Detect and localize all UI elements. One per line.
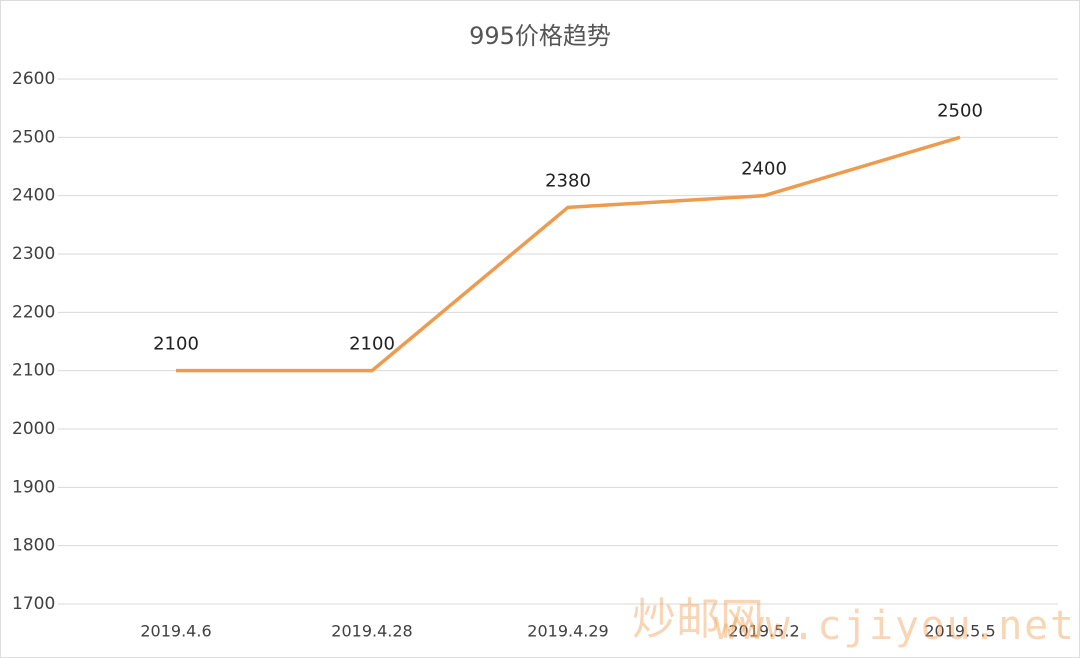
- y-tick-label: 2500: [12, 127, 55, 147]
- x-tick-label: 2019.5.2: [728, 622, 799, 641]
- data-label: 2100: [153, 334, 199, 355]
- y-tick-label: 2000: [12, 419, 55, 439]
- watermark-url: www.cjiyou.net: [714, 603, 1074, 649]
- chart-title: 995价格趋势: [469, 22, 611, 50]
- data-line: [176, 135, 961, 373]
- y-tick-label: 2300: [12, 244, 55, 264]
- x-tick-label: 2019.4.6: [140, 622, 211, 641]
- data-label: 2100: [349, 334, 395, 355]
- x-tick-label: 2019.4.28: [331, 622, 412, 641]
- y-tick-label: 1700: [12, 594, 55, 614]
- y-tick-label: 2200: [12, 302, 55, 322]
- data-label: 2500: [937, 100, 983, 121]
- watermark-site: 炒邮网: [632, 594, 764, 645]
- y-tick-label: 1800: [12, 536, 55, 556]
- data-label: 2400: [741, 159, 787, 180]
- data-label: 2380: [545, 170, 591, 191]
- y-tick-label: 2400: [12, 186, 55, 206]
- y-tick-label: 1900: [12, 477, 55, 497]
- y-tick-label: 2100: [12, 361, 55, 381]
- x-tick-label: 2019.5.5: [924, 622, 995, 641]
- y-tick-label: 2600: [12, 69, 55, 89]
- x-tick-label: 2019.4.29: [527, 622, 608, 641]
